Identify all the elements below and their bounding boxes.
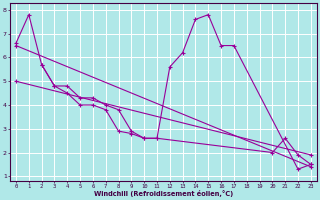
X-axis label: Windchill (Refroidissement éolien,°C): Windchill (Refroidissement éolien,°C) [94,190,233,197]
